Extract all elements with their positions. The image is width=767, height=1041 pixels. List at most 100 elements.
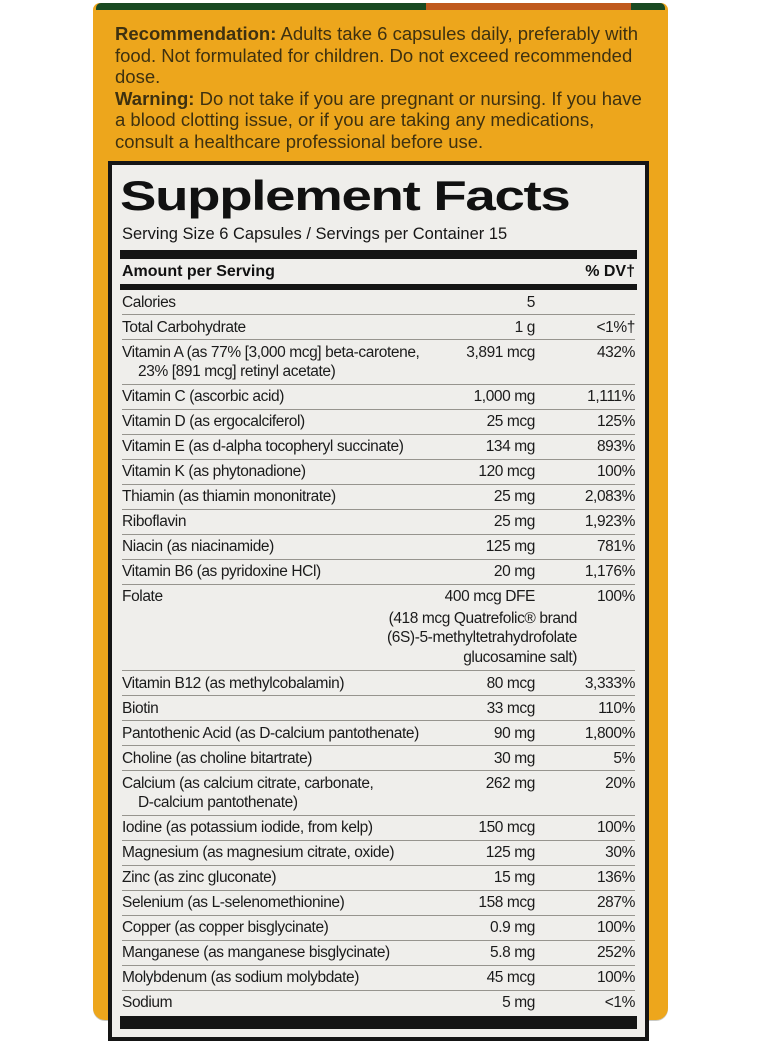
strip-segment-green-right <box>630 3 665 10</box>
nutrient-dv: 1,176% <box>584 563 636 580</box>
product-label: Recommendation: Adults take 6 capsules d… <box>93 3 668 1041</box>
usage-text: Recommendation: Adults take 6 capsules d… <box>115 23 650 152</box>
table-row: Vitamin C (ascorbic acid) 1,000 mg 1,111% <box>122 385 635 410</box>
nutrient-amount: 1 g <box>514 318 536 336</box>
nutrient-name: Folate <box>122 588 163 605</box>
nutrient-name: Vitamin B12 (as methylcobalamin) <box>122 674 345 692</box>
table-row: Calcium (as calcium citrate, carbonate, … <box>122 771 635 816</box>
recommendation-label: Recommendation: <box>115 23 277 44</box>
table-row: Zinc (as zinc gluconate) 15 mg 136% <box>122 866 635 891</box>
table-row: Vitamin A (as 77% [3,000 mcg] beta-carot… <box>122 340 635 385</box>
table-row: Folate 400 mcg DFE 100% (418 mcg Quatrefoli… <box>122 585 635 671</box>
table-row: Riboflavin 25 mg 1,923% <box>122 510 635 535</box>
nutrient-amount: 25 mg <box>493 513 535 530</box>
nutrient-dv: 100% <box>596 588 635 605</box>
nutrient-name: Vitamin C (ascorbic acid) <box>122 388 284 405</box>
panel-title-text: Supplement Facts <box>120 172 571 219</box>
nutrient-name: Iodine (as potassium iodide, from kelp) <box>122 819 373 836</box>
nutrient-dv: 110% <box>598 699 635 717</box>
nutrient-amount: 5 mg <box>502 994 535 1011</box>
nutrient-name: Niacin (as niacinamide) <box>122 538 274 555</box>
nutrient-name: Molybdenum (as sodium molybdate) <box>122 969 360 986</box>
nutrient-name: Vitamin B6 (as pyridoxine HCl) <box>122 563 321 580</box>
nutrient-name: Choline (as choline bitartrate) <box>122 749 313 767</box>
table-row: Molybdenum (as sodium molybdate) 45 mcg 10… <box>122 966 635 991</box>
column-header-dv: % DV† <box>585 263 635 280</box>
warning-body: Do not take if you are pregnant or nursi… <box>115 87 642 152</box>
nutrient-name: Riboflavin <box>122 513 187 530</box>
table-row: Total Carbohydrate 1 g <1%† <box>122 315 635 340</box>
nutrient-amount: 125 mg <box>485 844 536 861</box>
nutrient-amount: 3,891 mcg <box>466 343 535 361</box>
table-row: Vitamin K (as phytonadione) 120 mcg 100% <box>122 460 635 485</box>
warning-label: Warning: <box>115 87 195 109</box>
nutrient-dv: 5% <box>613 749 635 767</box>
nutrient-dv: 1,800% <box>584 724 636 742</box>
nutrient-name: Sodium <box>122 994 173 1011</box>
nutrient-name: Manganese (as manganese bisglycinate) <box>122 944 390 961</box>
nutrient-dv: 30% <box>605 844 635 861</box>
nutrient-dv: 125% <box>596 413 635 430</box>
nutrient-dv: 3,333% <box>584 674 636 692</box>
serving-size-line: Serving Size 6 Capsules / Servings per C… <box>122 225 508 243</box>
table-row: Pantothenic Acid (as D-calcium pantothen… <box>122 721 635 746</box>
nutrient-amount: 30 mg <box>493 749 535 767</box>
table-row: Vitamin B12 (as methylcobalamin) 80 mcg 3,… <box>122 671 635 696</box>
nutrient-amount: 25 mg <box>493 488 535 505</box>
nutrient-amount: 33 mcg <box>486 699 536 717</box>
nutrient-name: Magnesium (as magnesium citrate, oxide) <box>122 844 395 861</box>
nutrient-dv: 100% <box>596 819 635 836</box>
nutrient-amount: 158 mcg <box>478 894 535 911</box>
nutrient-name: Selenium (as L-selenomethionine) <box>122 894 345 911</box>
nutrient-name: Calories <box>122 293 176 311</box>
package-top-strip <box>96 3 665 10</box>
nutrient-dv: 1,111% <box>587 388 635 405</box>
nutrient-dv: 100% <box>596 463 635 480</box>
nutrient-name: Thiamin (as thiamin mononitrate) <box>122 488 336 505</box>
nutrient-name: Vitamin A (as 77% [3,000 mcg] beta-carot… <box>122 343 420 381</box>
nutrient-dv: 893% <box>596 438 635 455</box>
strip-segment-orange <box>426 3 631 10</box>
column-header-row: Amount per Serving % DV† <box>120 259 637 284</box>
nutrient-name: Vitamin D (as ergocalciferol) <box>122 413 305 430</box>
nutrient-amount: 125 mg <box>485 538 536 555</box>
nutrient-dv: 287% <box>596 894 635 911</box>
nutrient-dv: 2,083% <box>584 488 636 505</box>
nutrient-amount: 0.9 mg <box>490 919 535 936</box>
nutrient-amount: 5 <box>526 293 536 311</box>
divider-bar-thick <box>120 250 637 259</box>
table-row: Iodine (as potassium iodide, from kelp) 1… <box>122 816 635 841</box>
recommendation-paragraph: Recommendation: Adults take 6 capsules d… <box>115 23 650 88</box>
table-row: Calories 5 <box>122 290 635 315</box>
nutrient-name: Vitamin K (as phytonadione) <box>122 463 306 480</box>
table-row: Selenium (as L-selenomethionine) 158 mcg 2… <box>122 891 635 916</box>
nutrient-dv: 100% <box>596 919 635 936</box>
nutrient-name: Calcium (as calcium citrate, carbonate, … <box>122 774 374 812</box>
nutrient-amount: 1,000 mg <box>473 388 536 405</box>
supplement-facts-panel: Supplement Facts Serving Size 6 Capsules… <box>108 161 649 1041</box>
nutrient-amount: 400 mcg DFE <box>444 588 536 605</box>
nutrient-amount: 45 mcg <box>486 969 536 986</box>
table-row: Vitamin D (as ergocalciferol) 25 mcg 125% <box>122 410 635 435</box>
nutrient-dv: 100% <box>596 969 635 986</box>
nutrient-dv: 1,923% <box>584 513 636 530</box>
nutrient-amount: 134 mg <box>485 438 536 455</box>
table-row: Niacin (as niacinamide) 125 mg 781% <box>122 535 635 560</box>
nutrient-sub-lines: (418 mcg Quatrefolic® brand (6S)-5-methy… <box>387 609 577 666</box>
nutrient-dv: <1% <box>604 994 636 1011</box>
table-row: Biotin 33 mcg 110% <box>122 696 635 721</box>
nutrient-dv: 20% <box>605 774 635 792</box>
nutrient-dv: <1%† <box>596 318 636 336</box>
nutrient-dv: 432% <box>596 343 635 361</box>
nutrient-amount: 5.8 mg <box>490 944 535 961</box>
nutrient-amount: 15 mg <box>493 869 535 886</box>
table-row: Vitamin B6 (as pyridoxine HCl) 20 mg 1,176… <box>122 560 635 585</box>
table-row: Magnesium (as magnesium citrate, oxide) 1… <box>122 841 635 866</box>
nutrient-name: Vitamin E (as d-alpha tocopheryl succina… <box>122 438 404 455</box>
nutrient-name: Copper (as copper bisglycinate) <box>122 919 329 936</box>
recommendation-body: Adults take 6 capsules daily, preferably… <box>115 23 639 87</box>
nutrient-name: Pantothenic Acid (as D-calcium pantothen… <box>122 724 419 742</box>
nutrient-amount: 80 mcg <box>486 674 536 692</box>
warning-paragraph: Warning: Do not take if you are pregnant… <box>115 88 650 153</box>
table-row: Copper (as copper bisglycinate) 0.9 mg 100… <box>122 916 635 941</box>
